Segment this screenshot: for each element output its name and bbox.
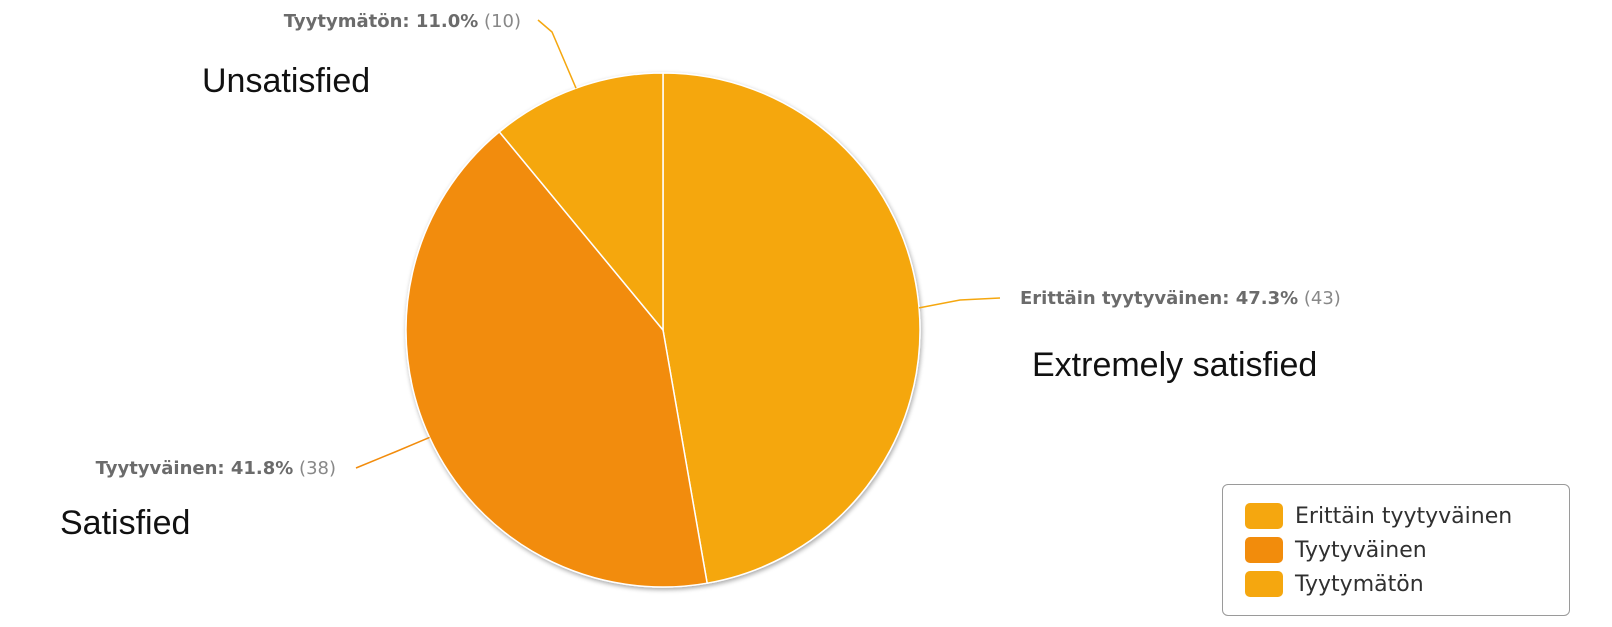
legend-label: Erittäin tyytyväinen	[1295, 503, 1513, 529]
legend-swatch-tyytyvainen	[1245, 537, 1283, 563]
legend-swatch-erittain-tyytyvainen	[1245, 503, 1283, 529]
data-label-tyytymaton: Tyytymätön: 11.0% (10)	[284, 11, 521, 32]
pie-slice-tyytymaton[interactable]	[498, 72, 664, 333]
legend-item-tyytyvainen[interactable]: Tyytyväinen	[1245, 533, 1569, 567]
data-label-tyytyvainen: Tyytyväinen: 41.8% (38)	[96, 458, 336, 479]
legend-item-tyytymaton[interactable]: Tyytymätön	[1245, 567, 1569, 601]
legend-swatch-tyytymaton	[1245, 571, 1283, 597]
annotation-satisfied: Satisfied	[60, 504, 191, 542]
annotation-unsatisfied: Unsatisfied	[202, 62, 371, 100]
legend-label: Tyytymätön	[1295, 571, 1424, 597]
label-connector-tyytyvainen	[355, 436, 430, 469]
annotation-extremely-satisfied: Extremely satisfied	[1032, 346, 1318, 384]
legend-item-erittain-tyytyvainen[interactable]: Erittäin tyytyväinen	[1245, 499, 1569, 533]
legend-label: Tyytyväinen	[1295, 537, 1427, 563]
data-label-erittain-tyytyvainen: Erittäin tyytyväinen: 47.3% (43)	[1020, 288, 1341, 309]
pie-slice-erittain-tyytyvainen[interactable]	[662, 72, 921, 585]
label-connector-erittain-tyytyvainen	[918, 297, 1001, 309]
pie-slice-tyytyvainen[interactable]	[405, 130, 709, 588]
label-connector-tyytymaton	[537, 19, 577, 89]
legend: Erittäin tyytyväinen Tyytyväinen Tyytymä…	[1222, 484, 1570, 616]
